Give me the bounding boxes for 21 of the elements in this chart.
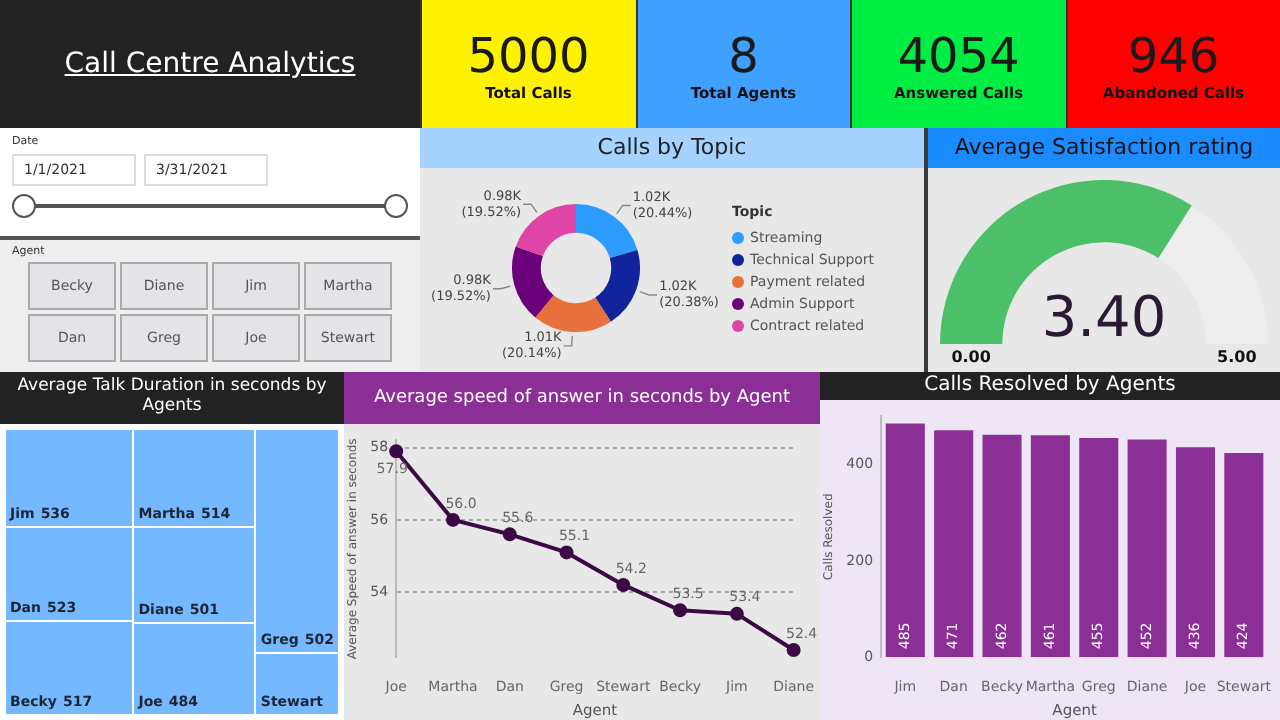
text: Average Talk Duration in seconds by Agents: [0, 372, 344, 424]
point: [559, 545, 574, 560]
text: 5000: [467, 27, 590, 83]
chart-title: Calls Resolved by Agents: [820, 372, 1280, 400]
chart-title: Average speed of answer in seconds by Agent: [344, 372, 820, 424]
point: [729, 606, 744, 621]
point: [786, 642, 801, 657]
chart-title: Calls by Topic: [420, 128, 924, 168]
text: 8: [728, 27, 759, 83]
point: [445, 512, 460, 527]
text: 4054: [897, 27, 1020, 83]
chart-title: Average Satisfaction rating: [928, 128, 1280, 168]
text: 946: [1127, 27, 1220, 83]
point: [502, 527, 517, 542]
text: 0.00: [951, 348, 992, 367]
data-label: 3.40: [1041, 284, 1167, 350]
point: [389, 444, 404, 459]
text: Call Centre Analytics: [64, 48, 356, 80]
point: [616, 577, 631, 592]
point: [673, 603, 688, 618]
text: 5.00: [1217, 348, 1258, 367]
